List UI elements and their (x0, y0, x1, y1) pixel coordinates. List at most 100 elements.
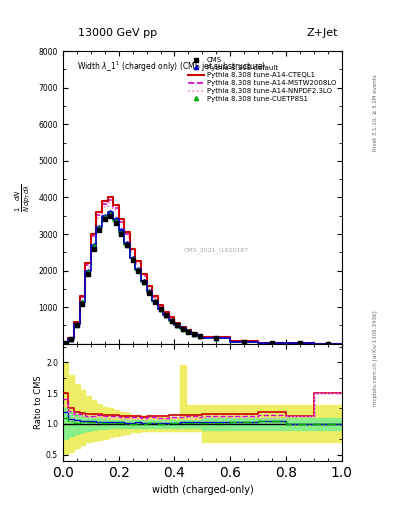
Pythia 8.308 default (270, 340, 275, 346)
Pythia 8.308 tune-CUETP8S1 (103, 214, 107, 220)
Bar (108, 419, 113, 428)
Bar (113, 410, 119, 436)
CMS (68, 335, 74, 344)
Bar (68, 375, 74, 452)
Pythia 8.308 default (119, 227, 124, 233)
Pythia 8.308 tune-A14-NNPDF2.3LO (61, 340, 65, 347)
CMS (196, 332, 203, 340)
Bar (258, 406, 286, 442)
Bar (74, 414, 80, 434)
Pythia 8.308 tune-CUETP8S1 (136, 267, 141, 273)
Pythia 8.308 default (158, 306, 163, 312)
Bar (108, 409, 113, 437)
Pythia 8.308 tune-A14-CTEQL1 (61, 340, 65, 346)
Text: Rivet 3.1.10, ≥ 3.2M events: Rivet 3.1.10, ≥ 3.2M events (373, 74, 378, 151)
Pythia 8.308 tune-A14-CTEQL1 (312, 340, 316, 347)
Pythia 8.308 tune-A14-MSTW2008LO (88, 233, 93, 239)
Bar (230, 418, 258, 430)
Pythia 8.308 tune-A14-MSTW2008LO (116, 219, 121, 225)
Pythia 8.308 tune-CUETP8S1 (108, 211, 113, 218)
Pythia 8.308 tune-CUETP8S1 (175, 322, 180, 328)
Pythia 8.308 tune-CUETP8S1 (164, 312, 169, 318)
Bar (152, 420, 158, 428)
Y-axis label: $\frac{1}{N}\frac{dN}{dp_{T}d\lambda}$: $\frac{1}{N}\frac{dN}{dp_{T}d\lambda}$ (14, 183, 33, 212)
Pythia 8.308 default (130, 255, 135, 261)
CMS (325, 339, 331, 348)
CMS (146, 288, 152, 296)
Bar (197, 420, 202, 428)
Pythia 8.308 default (114, 217, 118, 223)
Pythia 8.308 default (80, 298, 85, 305)
Pythia 8.308 tune-CUETP8S1 (91, 243, 96, 249)
Bar (147, 420, 152, 428)
Pythia 8.308 default (108, 209, 113, 215)
Bar (130, 420, 136, 428)
Bar (314, 418, 342, 430)
Bar (85, 417, 91, 431)
Bar (152, 417, 158, 431)
Bar (163, 417, 169, 431)
Bar (174, 417, 180, 431)
Bar (314, 406, 342, 442)
Line: Pythia 8.308 tune-A14-NNPDF2.3LO: Pythia 8.308 tune-A14-NNPDF2.3LO (63, 203, 342, 344)
Bar (158, 417, 163, 431)
Pythia 8.308 tune-A14-NNPDF2.3LO (116, 221, 121, 227)
Pythia 8.308 tune-A14-NNPDF2.3LO (122, 221, 127, 227)
Pythia 8.308 tune-A14-CTEQL1 (105, 195, 110, 201)
Bar (180, 420, 185, 428)
Text: Z+Jet: Z+Jet (307, 28, 338, 38)
CMS (102, 216, 108, 224)
Bar (286, 418, 314, 430)
Pythia 8.308 tune-CUETP8S1 (63, 340, 68, 347)
Bar (174, 420, 180, 428)
Bar (180, 366, 185, 431)
Bar (113, 419, 119, 428)
Pythia 8.308 default (69, 336, 73, 342)
Line: Pythia 8.308 tune-CUETP8S1: Pythia 8.308 tune-CUETP8S1 (64, 212, 330, 346)
Pythia 8.308 tune-CUETP8S1 (192, 331, 196, 337)
Pythia 8.308 default (91, 242, 96, 248)
Pythia 8.308 tune-CUETP8S1 (114, 218, 118, 224)
Pythia 8.308 tune-A14-NNPDF2.3LO (88, 236, 93, 242)
CMS (241, 337, 248, 346)
Bar (141, 420, 147, 428)
Bar (230, 406, 258, 442)
Bar (96, 418, 102, 430)
Bar (286, 406, 314, 442)
Pythia 8.308 default (175, 322, 180, 328)
Pythia 8.308 tune-A14-MSTW2008LO (61, 340, 65, 346)
Pythia 8.308 default (192, 331, 196, 337)
Pythia 8.308 default (125, 240, 129, 246)
Bar (136, 420, 141, 428)
Pythia 8.308 tune-CUETP8S1 (298, 340, 303, 347)
Pythia 8.308 tune-A14-MSTW2008LO (122, 219, 127, 225)
Bar (91, 418, 96, 430)
Pythia 8.308 default (152, 298, 157, 304)
X-axis label: width (charged-only): width (charged-only) (152, 485, 253, 495)
Bar (141, 416, 147, 431)
Pythia 8.308 default (298, 340, 303, 347)
Pythia 8.308 default (186, 328, 191, 334)
Pythia 8.308 tune-CUETP8S1 (214, 335, 219, 341)
CMS (191, 330, 197, 338)
CMS (85, 270, 91, 279)
CMS (90, 245, 97, 253)
Pythia 8.308 tune-CUETP8S1 (125, 242, 129, 248)
Pythia 8.308 tune-CUETP8S1 (119, 230, 124, 237)
Bar (185, 406, 191, 431)
Bar (185, 420, 191, 428)
Pythia 8.308 tune-A14-NNPDF2.3LO (105, 204, 110, 210)
Bar (147, 416, 152, 431)
Bar (191, 406, 197, 431)
Pythia 8.308 default (242, 338, 247, 345)
Pythia 8.308 tune-CUETP8S1 (130, 256, 135, 262)
CMS (174, 321, 180, 329)
Bar (74, 384, 80, 449)
CMS (62, 339, 69, 348)
Bar (124, 420, 130, 428)
Pythia 8.308 tune-A14-CTEQL1 (88, 231, 93, 237)
Bar (202, 406, 230, 442)
CMS (297, 339, 303, 348)
Pythia 8.308 tune-CUETP8S1 (75, 322, 79, 328)
Line: Pythia 8.308 tune-A14-CTEQL1: Pythia 8.308 tune-A14-CTEQL1 (63, 198, 342, 344)
